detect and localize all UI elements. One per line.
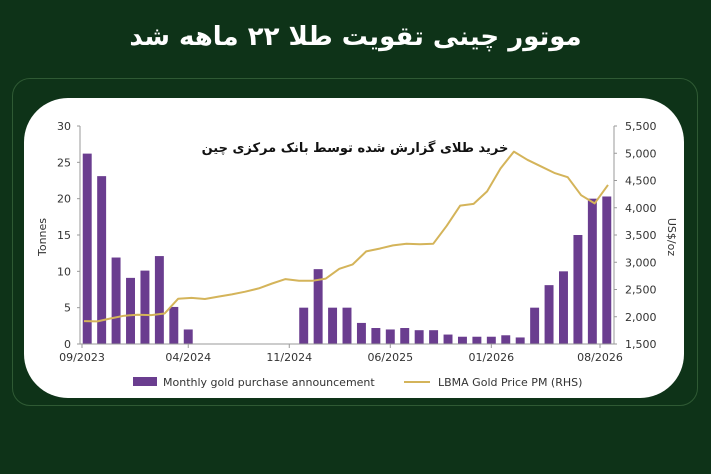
- left-tick-label: 15: [57, 229, 71, 242]
- legend: Monthly gold purchase announcement LBMA …: [133, 376, 582, 389]
- right-tick-label: 4,500: [625, 175, 657, 188]
- purchase-bar: [385, 329, 395, 344]
- purchase-bar: [169, 306, 179, 344]
- purchase-bar: [342, 307, 352, 344]
- x-tick-label: 11/2024: [266, 351, 312, 364]
- left-tick-label: 20: [57, 193, 71, 206]
- purchase-bar: [400, 328, 410, 344]
- left-tick-label: 5: [64, 302, 71, 315]
- purchase-bar: [544, 285, 554, 344]
- legend-bar-swatch: [133, 377, 157, 386]
- purchase-bar: [126, 277, 135, 344]
- chart-title: خرید طلای گزارش شده توسط بانک مرکزی چین: [202, 140, 509, 156]
- x-tick-label: 09/2023: [59, 351, 105, 364]
- page-headline: موتور چینی تقویت طلا ۲۲ ماهه شد: [129, 22, 582, 52]
- purchase-bar: [97, 176, 107, 344]
- right-tick-label: 1,500: [625, 338, 657, 351]
- purchase-bar: [328, 307, 338, 344]
- left-axis-label: Tonnes: [36, 218, 49, 257]
- purchase-bar: [472, 336, 482, 344]
- x-tick-label: 04/2024: [165, 351, 211, 364]
- purchase-bar: [573, 235, 583, 344]
- purchase-bar: [559, 271, 568, 344]
- legend-line-label: LBMA Gold Price PM (RHS): [438, 376, 582, 389]
- purchase-bar: [486, 336, 496, 344]
- purchase-bar: [414, 330, 424, 344]
- purchase-bar: [299, 307, 309, 344]
- purchase-bar: [587, 198, 597, 344]
- x-tick-label: 08/2026: [577, 351, 623, 364]
- right-tick-label: 5,000: [625, 147, 657, 160]
- legend-bar-label: Monthly gold purchase announcement: [163, 376, 375, 389]
- right-tick-label: 2,500: [625, 284, 657, 297]
- right-tick-label: 2,000: [625, 311, 657, 324]
- right-tick-label: 3,500: [625, 229, 657, 242]
- purchase-bar: [501, 335, 511, 344]
- purchase-bar: [183, 329, 193, 344]
- purchase-bar: [313, 269, 323, 344]
- purchase-bar: [530, 307, 540, 344]
- purchase-bar: [515, 337, 525, 344]
- purchase-bar: [371, 328, 381, 344]
- x-tick-label: 01/2026: [468, 351, 514, 364]
- right-tick-label: 5,500: [625, 120, 657, 133]
- purchase-bar: [154, 256, 164, 344]
- left-tick-label: 0: [64, 338, 71, 351]
- purchase-bar: [356, 322, 366, 344]
- right-tick-label: 3,000: [625, 256, 657, 269]
- left-tick-label: 25: [57, 156, 71, 169]
- purchase-bar: [429, 330, 439, 344]
- purchase-bar: [457, 336, 467, 344]
- purchase-bar: [82, 153, 92, 344]
- gold-price-line: [83, 150, 609, 323]
- right-axis-label: US$/oz: [665, 218, 678, 256]
- purchase-bar: [140, 270, 150, 344]
- right-tick-label: 4,000: [625, 202, 657, 215]
- content-frame: [12, 78, 698, 406]
- left-tick-label: 30: [57, 120, 71, 133]
- purchase-bar: [443, 334, 453, 344]
- purchase-bar: [111, 257, 121, 344]
- left-tick-label: 10: [57, 265, 71, 278]
- purchase-bar: [602, 196, 612, 344]
- x-tick-label: 06/2025: [367, 351, 413, 364]
